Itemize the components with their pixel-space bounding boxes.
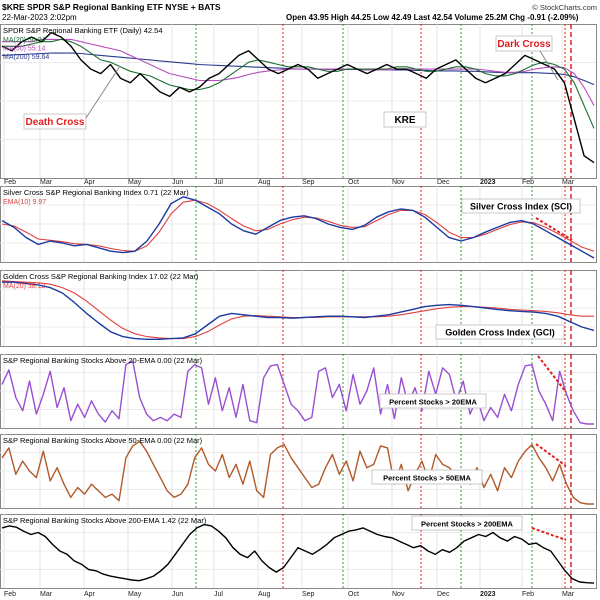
x-tick-label: Dec	[437, 591, 450, 598]
series-line-50ema	[1, 440, 594, 505]
label-pct20-box	[379, 393, 487, 409]
x-tick-label: Aug	[258, 179, 271, 186]
x-tick-label: Feb	[522, 179, 534, 186]
panel-pct20: S&P Regional Banking Stocks Above 20-EMA…	[0, 354, 597, 429]
x-tick-label: Jul	[214, 591, 223, 598]
label-pct50-box	[371, 469, 483, 485]
label-gci-box	[435, 324, 565, 340]
legend-entry: MA(200) 59.64	[3, 54, 49, 61]
label-pct200: Percent Stocks > 200EMA	[421, 520, 514, 529]
annotation-dark-cross: Dark Cross	[497, 39, 551, 50]
trendline-pct20	[537, 355, 567, 393]
label-pct50: Percent Stocks > 50EMA	[383, 474, 471, 483]
panel-title: SPDR S&P Regional Banking ETF (Daily) 42…	[3, 26, 163, 35]
x-tick-label: May	[128, 591, 142, 598]
label-sci-box	[461, 198, 581, 214]
panel-frame	[0, 434, 597, 509]
series-line-20ema	[1, 360, 594, 425]
x-tick-label: Mar	[562, 179, 575, 186]
x-tick-label: Oct	[348, 179, 359, 186]
series-line-kre	[1, 31, 595, 164]
panel-sci: Silver Cross S&P Regional Banking Index …	[0, 186, 597, 263]
trendline-pct200	[531, 527, 567, 541]
series-line-ma-50-	[2, 38, 595, 106]
x-tick-label: Jul	[214, 179, 223, 186]
x-tick-label: Apr	[84, 179, 96, 186]
x-tick-label: Apr	[84, 591, 96, 598]
label-sci: Silver Cross Index (SCI)	[470, 202, 572, 212]
x-tick-label: Sep	[302, 179, 315, 186]
x-tick-label: Jun	[172, 591, 183, 598]
annotation-dark-cross-box	[495, 35, 553, 52]
series-line-gci	[2, 281, 595, 340]
x-tick-label: Nov	[392, 179, 405, 186]
panel-title: Silver Cross S&P Regional Banking Index …	[3, 188, 189, 197]
panel-title: S&P Regional Banking Stocks Above 200-EM…	[3, 516, 207, 525]
legend-entry: MA(20) 50.04	[3, 37, 46, 44]
legend-entry: MA(50) 55.14	[3, 46, 46, 53]
series-line-sci	[1, 196, 595, 259]
x-tick-label: Aug	[258, 591, 271, 598]
x-tick-label: Dec	[437, 179, 450, 186]
x-tick-label: Mar	[40, 591, 53, 598]
legend-entry: EMA(10) 9.97	[3, 199, 46, 206]
annotation-kre-box	[383, 111, 427, 128]
panel-title: Golden Cross S&P Regional Banking Index …	[3, 272, 199, 281]
x-tick-label: Jun	[172, 179, 183, 186]
header-quote: Open 43.95 High 44.25 Low 42.49 Last 42.…	[286, 13, 579, 22]
header-symbol: $KRE SPDR S&P Regional Banking ETF NYSE …	[2, 2, 221, 12]
x-tick-label: Feb	[4, 179, 16, 186]
series-line-ema-10-	[1, 199, 595, 252]
annotation-death-cross-pointer	[85, 65, 121, 119]
x-tick-label: 2023	[480, 179, 496, 186]
x-tick-label: Feb	[4, 591, 16, 598]
label-gci: Golden Cross Index (GCI)	[445, 328, 555, 338]
annotation-kre: KRE	[394, 115, 415, 126]
x-tick-label: Sep	[302, 591, 315, 598]
annotation-death-cross-box	[23, 113, 87, 130]
trendline-sci	[535, 217, 573, 241]
label-pct200-box	[411, 515, 523, 531]
series-line-ma-20-	[2, 38, 595, 129]
label-pct20: Percent Stocks > 20EMA	[389, 398, 477, 407]
x-tick-label: Feb	[522, 591, 534, 598]
panels: SPDR S&P Regional Banking ETF (Daily) 42…	[0, 24, 597, 598]
panel-title: S&P Regional Banking Stocks Above 50-EMA…	[3, 436, 203, 445]
x-tick-label: Nov	[392, 591, 405, 598]
x-tick-label: Mar	[40, 179, 53, 186]
panel-title: S&P Regional Banking Stocks Above 20-EMA…	[3, 356, 203, 365]
header-credit: © StockCharts.com	[532, 3, 597, 12]
trendline-pct50	[535, 443, 567, 467]
header-date: 22-Mar-2023 2:02pm	[2, 13, 77, 22]
x-tick-label: May	[128, 179, 142, 186]
panel-frame	[0, 354, 597, 429]
panel-frame	[0, 186, 597, 263]
panel-pct50: S&P Regional Banking Stocks Above 50-EMA…	[0, 434, 597, 509]
x-tick-label: Oct	[348, 591, 359, 598]
x-tick-label: 2023	[480, 591, 496, 598]
legend-entry: MA(20) 38.12	[3, 283, 46, 290]
annotation-dark-cross-pointer	[539, 50, 559, 81]
series-line-200ema	[1, 523, 595, 584]
annotation-death-cross: Death Cross	[26, 117, 85, 128]
x-tick-label: Mar	[562, 591, 575, 598]
